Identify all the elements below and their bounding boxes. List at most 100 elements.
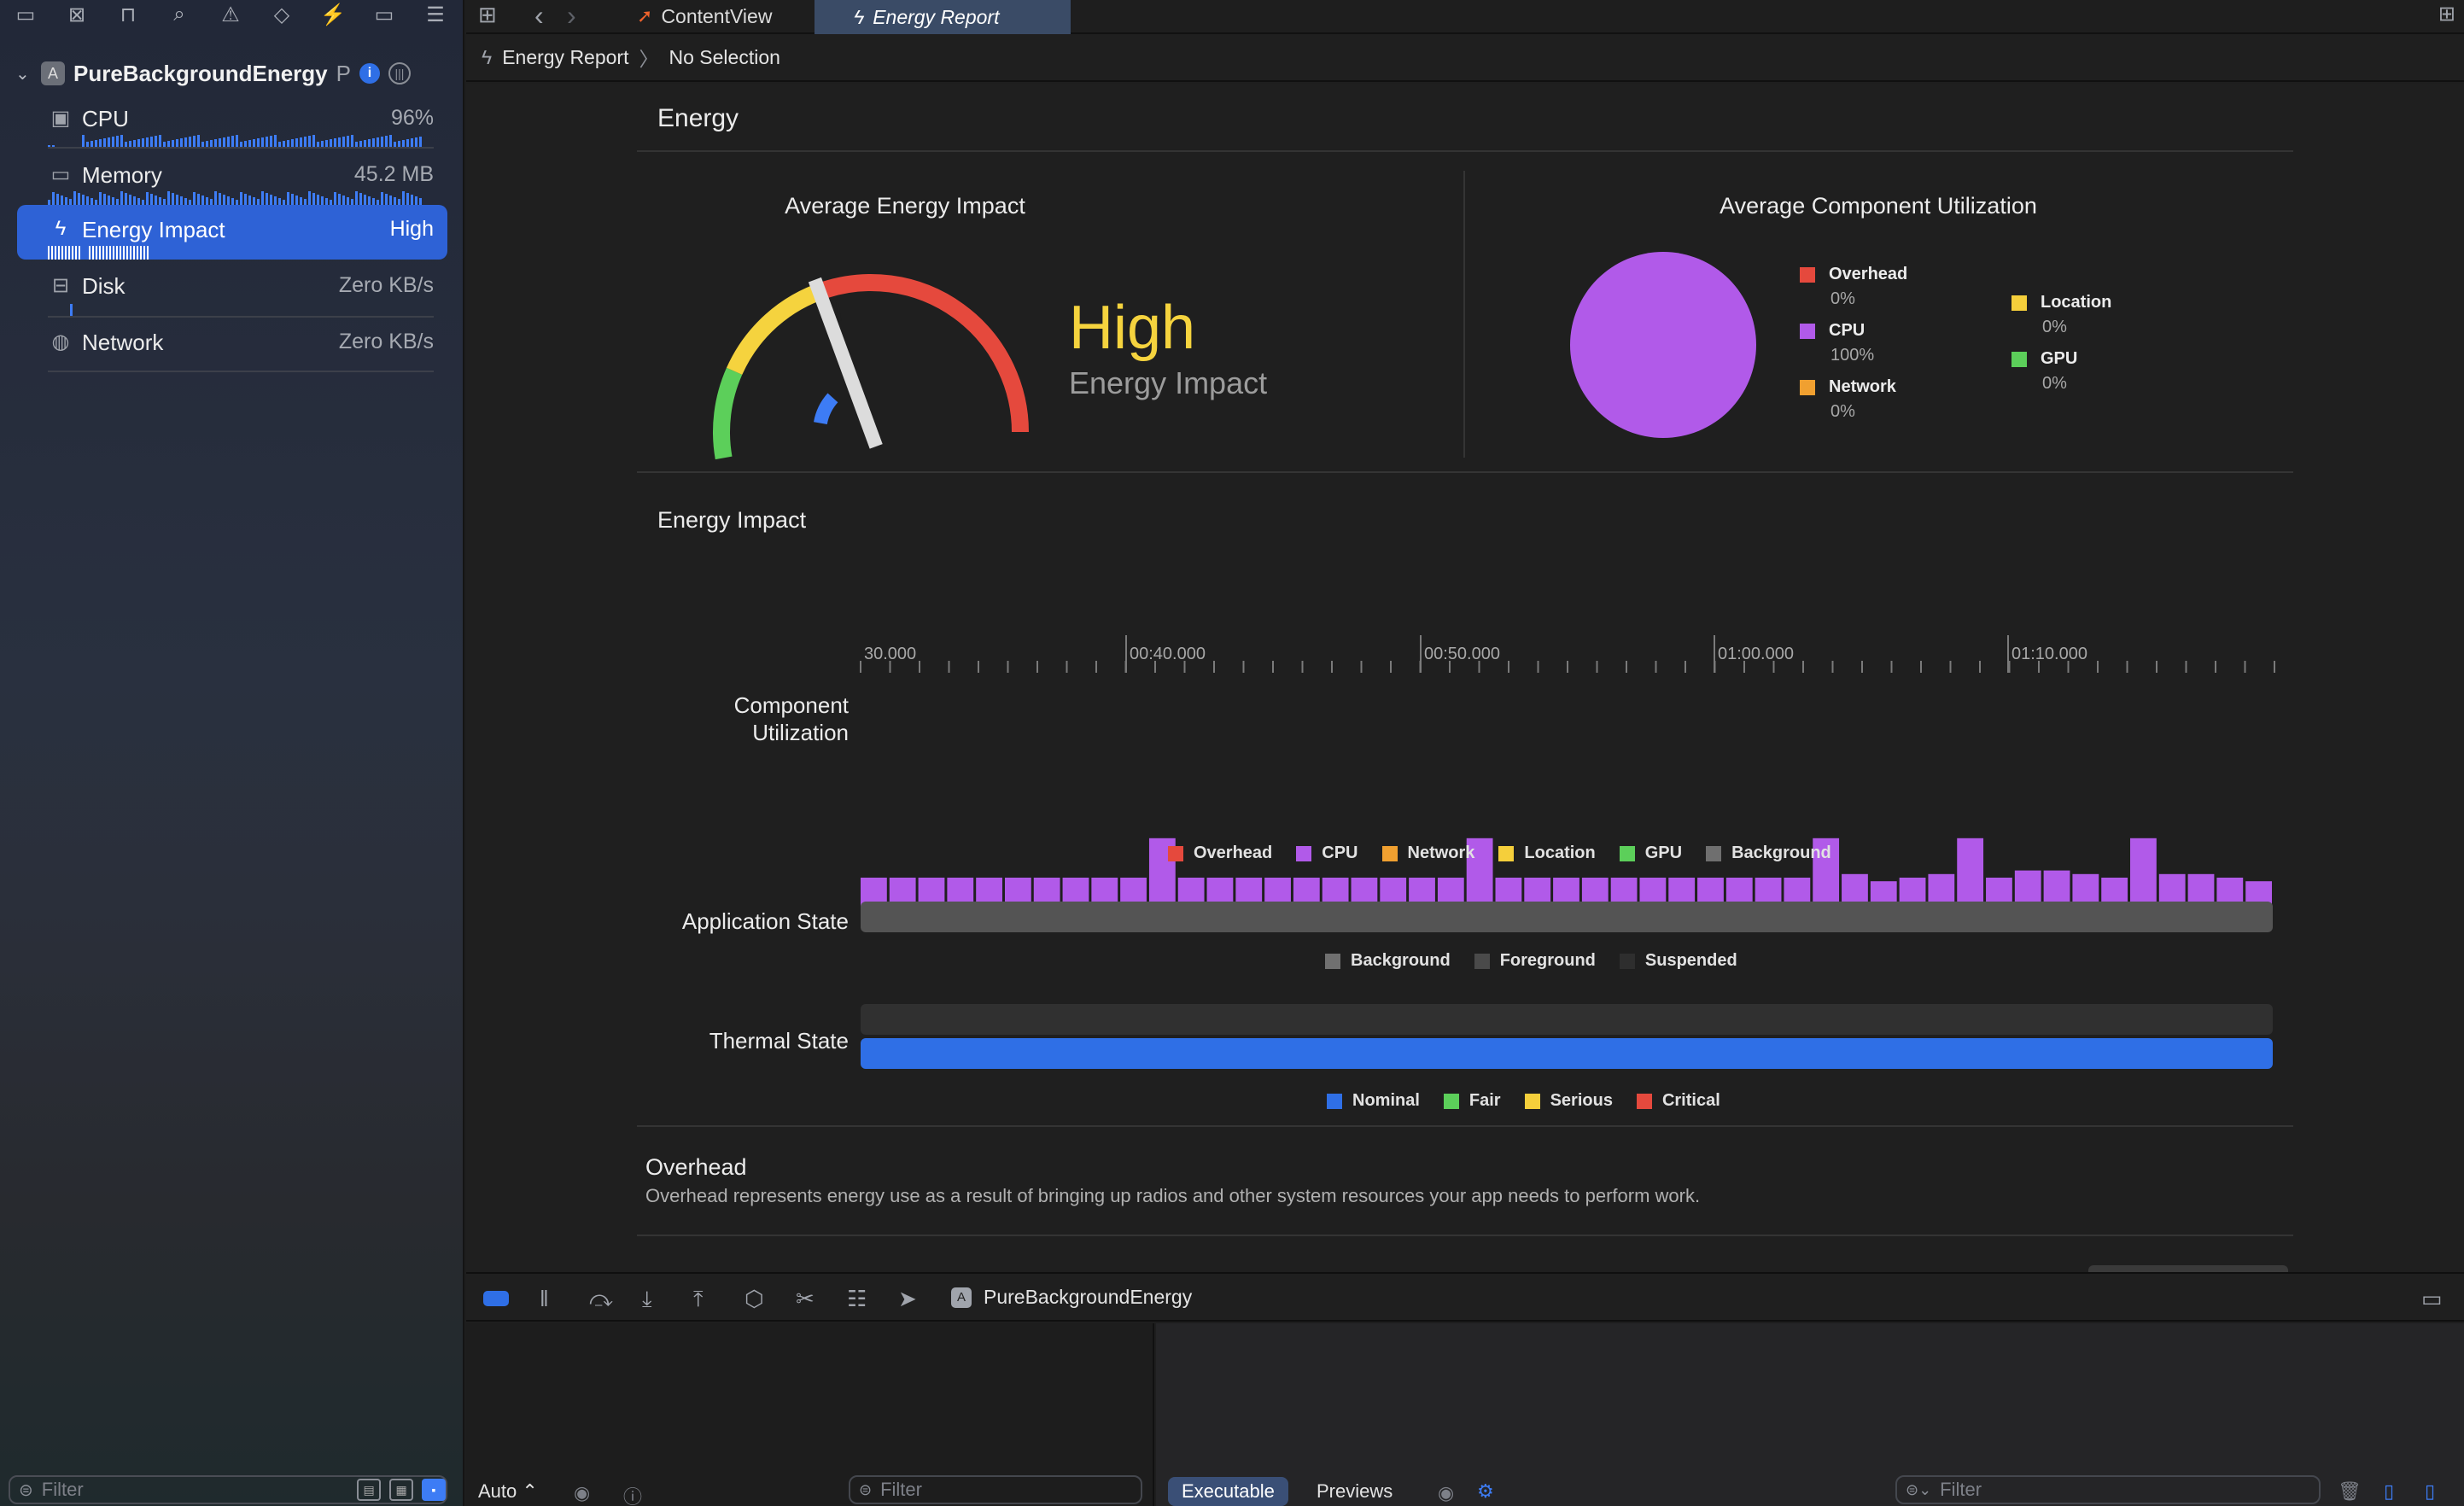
energy-level-subtitle: Energy Impact <box>1069 365 1268 400</box>
spark-bar <box>308 136 311 149</box>
gauge-arc <box>821 274 1029 433</box>
spark-bar <box>312 193 315 205</box>
source-control-icon[interactable]: ⊠ <box>67 3 86 26</box>
breakpoint-icon[interactable]: ▭ <box>374 3 394 26</box>
toggle-icon[interactable]: ⚙ <box>1477 1480 1494 1502</box>
spark-bar <box>321 196 324 205</box>
cpu-bar <box>1957 838 1984 914</box>
gauge-filter-icon[interactable]: ▪ <box>422 1479 446 1501</box>
sidebar-filter-input[interactable] <box>41 1479 349 1501</box>
location-icon[interactable]: ➤ <box>898 1286 917 1311</box>
gauge-disk[interactable]: ⊟ Disk Zero KB/s <box>17 261 447 316</box>
spark-bar <box>304 199 307 205</box>
tab-previews[interactable]: Previews <box>1317 1480 1393 1502</box>
forward-icon[interactable]: › <box>567 0 576 31</box>
console-filter-input[interactable] <box>1940 1479 2154 1501</box>
gauge-value: 45.2 MB <box>353 162 434 186</box>
tab-executable[interactable]: Executable <box>1168 1477 1288 1506</box>
spark-bar <box>143 246 145 260</box>
spark-bar <box>180 196 183 205</box>
bookmark-icon[interactable]: ⊓ <box>120 3 137 26</box>
tab-energy-report[interactable]: ϟ Energy Report <box>815 0 1071 34</box>
legend-swatch <box>1706 845 1722 861</box>
spark-bar <box>129 141 131 149</box>
right-panel-icon[interactable]: ▯ <box>2425 1480 2436 1502</box>
search-icon[interactable]: ⌕ <box>173 3 185 26</box>
trash-icon[interactable]: 🗑 <box>2338 1480 2362 1502</box>
spark-bar <box>317 195 319 205</box>
report-icon[interactable]: ☰ <box>426 3 445 26</box>
filter-menu-icon[interactable]: ⊜⌄ <box>1906 1480 1932 1498</box>
spark-bar <box>68 246 70 260</box>
thermal-state-track <box>861 1004 2273 1035</box>
step-over-icon[interactable]: ⤼ <box>589 1286 613 1311</box>
process-icon[interactable]: ||| <box>388 62 411 85</box>
debug-target[interactable]: A PureBackgroundEnergy <box>951 1286 1192 1309</box>
step-out-icon[interactable]: ⤒ <box>693 1286 704 1311</box>
info-icon[interactable]: i <box>359 63 380 84</box>
add-editor-icon[interactable]: ⊞ <box>2438 3 2455 26</box>
left-panel-icon[interactable]: ▯ <box>2384 1480 2395 1502</box>
hide-debug-area-icon[interactable]: ▭ <box>2421 1286 2443 1311</box>
breadcrumb-item[interactable]: Energy Report <box>502 45 629 68</box>
cpu-bar <box>1466 838 1493 914</box>
eye-icon[interactable]: ◉ <box>1438 1482 1455 1503</box>
gauge-value: Zero KB/s <box>338 273 434 297</box>
energy-gauge <box>713 274 1029 460</box>
back-icon[interactable]: ‹ <box>534 0 544 31</box>
spark-bar <box>214 139 217 149</box>
folder-icon[interactable]: ▭ <box>15 3 36 26</box>
tab-contentview[interactable]: ➚ ContentView <box>637 0 815 32</box>
view-hierarchy-icon[interactable]: ⬡ <box>744 1286 764 1311</box>
memory-icon: ▭ <box>50 163 71 186</box>
breadcrumb-item[interactable]: No Selection <box>669 45 780 68</box>
related-items-icon[interactable]: ⊞ <box>478 2 497 27</box>
variables-scope-select[interactable]: Auto ⌃ <box>478 1480 538 1502</box>
overhead-title: Overhead <box>645 1154 747 1180</box>
variables-filter-input[interactable] <box>880 1479 1095 1501</box>
partial-button[interactable] <box>2088 1265 2288 1272</box>
debug-gauge-icon[interactable]: ⚡ <box>320 3 346 26</box>
spark-bar <box>120 191 123 205</box>
warning-icon[interactable]: ⚠ <box>221 3 240 26</box>
legend-label: Suspended <box>1644 951 1737 970</box>
cpu-bar <box>1813 838 1840 914</box>
spark-bar <box>419 137 422 149</box>
pause-icon[interactable]: ‖ <box>540 1286 549 1311</box>
eye-icon[interactable]: ◉ <box>574 1482 591 1503</box>
gauge-memory[interactable]: ▭ Memory 45.2 MB <box>17 150 447 205</box>
test-icon[interactable]: ◇ <box>273 3 290 26</box>
debug-area-toggle-icon[interactable] <box>483 1291 509 1306</box>
memory-graph-icon[interactable]: ✂ <box>796 1286 815 1311</box>
spark-bar <box>86 142 89 149</box>
spark-bar <box>137 246 138 260</box>
gauge-network[interactable]: ◍ Network Zero KB/s <box>17 318 447 372</box>
spark-bar <box>274 196 277 205</box>
legend-swatch <box>1168 845 1183 861</box>
step-into-icon[interactable]: ⤓ <box>642 1286 652 1311</box>
spark-bar <box>334 138 336 149</box>
divider <box>637 1235 2293 1236</box>
gauge-energy-impact[interactable]: ϟ Energy Impact High <box>17 205 447 260</box>
spark-bar <box>283 200 285 205</box>
recent-filter-icon[interactable]: ▤ <box>357 1479 382 1501</box>
grid-filter-icon[interactable]: ▦ <box>389 1479 414 1501</box>
legend-item: Background <box>1325 951 1451 971</box>
spark-bar <box>394 142 396 149</box>
project-row[interactable]: ⌄ A PureBackgroundEnergy P i ||| <box>15 56 411 90</box>
spark-bar <box>321 141 324 149</box>
spark-bar <box>381 192 383 205</box>
spark-bar <box>51 246 53 260</box>
info-icon[interactable]: ⓘ <box>623 1486 643 1506</box>
variables-pane: Auto ⌃ ◉ ⓘ ⊜ <box>466 1323 1154 1506</box>
spark-bar <box>133 196 136 205</box>
gauge-cpu[interactable]: ▣ CPU 96% <box>17 94 447 149</box>
chevron-down-icon[interactable]: ⌄ <box>15 64 30 84</box>
spark-bar <box>227 196 230 205</box>
environment-overrides-icon[interactable]: ☷ <box>847 1286 867 1311</box>
spark-bar <box>270 136 272 149</box>
spark-bar <box>278 142 281 149</box>
spark-bar <box>52 192 55 205</box>
legend-label: Location <box>1524 843 1596 862</box>
legend-swatch <box>1296 845 1312 861</box>
